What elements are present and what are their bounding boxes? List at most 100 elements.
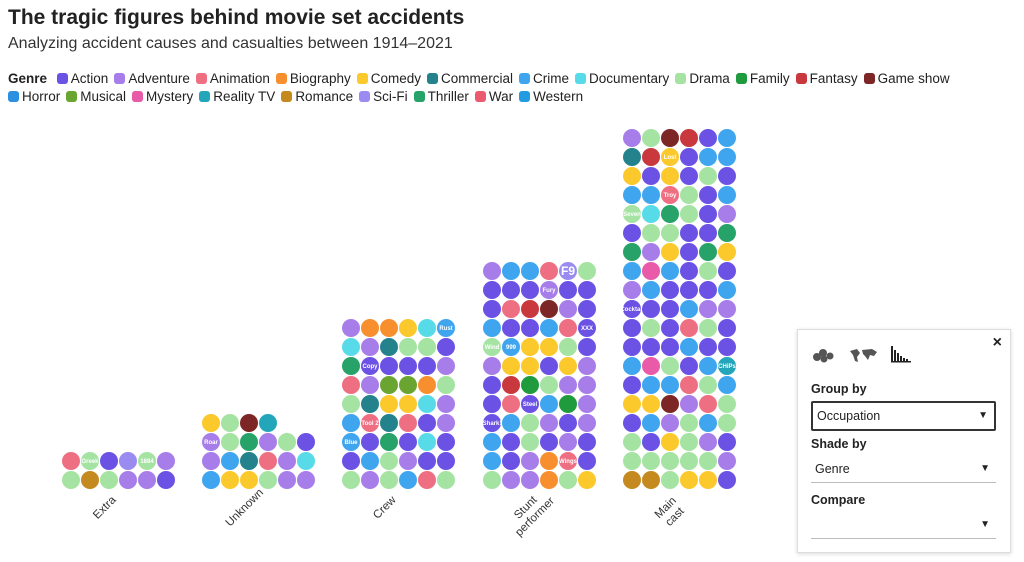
accident-dot[interactable]: [661, 186, 679, 204]
accident-dot[interactable]: [100, 471, 118, 489]
accident-dot[interactable]: [559, 262, 577, 280]
accident-dot[interactable]: [502, 300, 520, 318]
accident-dot[interactable]: [642, 376, 660, 394]
accident-dot[interactable]: [623, 338, 641, 356]
accident-dot[interactable]: [342, 319, 360, 337]
accident-dot[interactable]: [502, 433, 520, 451]
accident-dot[interactable]: [680, 300, 698, 318]
accident-dot[interactable]: [361, 452, 379, 470]
accident-dot[interactable]: [483, 319, 501, 337]
accident-dot[interactable]: [642, 433, 660, 451]
accident-dot[interactable]: [540, 300, 558, 318]
legend-item[interactable]: Western: [519, 88, 583, 106]
accident-dot[interactable]: [623, 300, 641, 318]
accident-dot[interactable]: [559, 395, 577, 413]
accident-dot[interactable]: [623, 262, 641, 280]
accident-dot[interactable]: [81, 452, 99, 470]
accident-dot[interactable]: [483, 300, 501, 318]
accident-dot[interactable]: [342, 395, 360, 413]
accident-dot[interactable]: [521, 395, 539, 413]
legend-item[interactable]: Reality TV: [199, 88, 275, 106]
accident-dot[interactable]: [259, 471, 277, 489]
accident-dot[interactable]: [437, 376, 455, 394]
accident-dot[interactable]: [559, 414, 577, 432]
legend-item[interactable]: Commercial: [427, 70, 513, 88]
accident-dot[interactable]: [399, 376, 417, 394]
accident-dot[interactable]: [718, 186, 736, 204]
accident-dot[interactable]: [642, 262, 660, 280]
accident-dot[interactable]: [259, 452, 277, 470]
accident-dot[interactable]: [578, 319, 596, 337]
accident-dot[interactable]: [661, 452, 679, 470]
legend-item[interactable]: Adventure: [114, 70, 190, 88]
accident-dot[interactable]: [642, 471, 660, 489]
accident-dot[interactable]: [221, 452, 239, 470]
accident-dot[interactable]: [540, 433, 558, 451]
accident-dot[interactable]: [483, 433, 501, 451]
accident-dot[interactable]: [680, 471, 698, 489]
accident-dot[interactable]: [578, 262, 596, 280]
accident-dot[interactable]: [361, 319, 379, 337]
accident-dot[interactable]: [418, 414, 436, 432]
accident-dot[interactable]: [202, 452, 220, 470]
accident-dot[interactable]: [502, 414, 520, 432]
accident-dot[interactable]: [361, 376, 379, 394]
accident-dot[interactable]: [642, 300, 660, 318]
accident-dot[interactable]: [521, 281, 539, 299]
accident-dot[interactable]: [559, 281, 577, 299]
accident-dot[interactable]: [81, 471, 99, 489]
accident-dot[interactable]: [718, 224, 736, 242]
accident-dot[interactable]: [623, 357, 641, 375]
accident-dot[interactable]: [718, 167, 736, 185]
accident-dot[interactable]: [718, 357, 736, 375]
accident-dot[interactable]: [559, 319, 577, 337]
accident-dot[interactable]: [623, 395, 641, 413]
accident-dot[interactable]: [240, 471, 258, 489]
accident-dot[interactable]: [718, 319, 736, 337]
accident-dot[interactable]: [399, 433, 417, 451]
accident-dot[interactable]: [718, 452, 736, 470]
accident-dot[interactable]: [661, 471, 679, 489]
legend-item[interactable]: Crime: [519, 70, 569, 88]
accident-dot[interactable]: [437, 395, 455, 413]
accident-dot[interactable]: [718, 262, 736, 280]
accident-dot[interactable]: [559, 300, 577, 318]
close-icon[interactable]: ×: [992, 334, 1002, 351]
accident-dot[interactable]: [642, 452, 660, 470]
accident-dot[interactable]: [138, 452, 156, 470]
accident-dot[interactable]: [342, 376, 360, 394]
legend-item[interactable]: Romance: [281, 88, 353, 106]
accident-dot[interactable]: [399, 414, 417, 432]
accident-dot[interactable]: [483, 471, 501, 489]
accident-dot[interactable]: [521, 433, 539, 451]
accident-dot[interactable]: [157, 452, 175, 470]
accident-dot[interactable]: [361, 414, 379, 432]
accident-dot[interactable]: [202, 433, 220, 451]
accident-dot[interactable]: [483, 414, 501, 432]
accident-dot[interactable]: [521, 300, 539, 318]
accident-dot[interactable]: [221, 414, 239, 432]
accident-dot[interactable]: [342, 433, 360, 451]
legend-item[interactable]: Musical: [66, 88, 126, 106]
accident-dot[interactable]: [642, 357, 660, 375]
accident-dot[interactable]: [540, 338, 558, 356]
accident-dot[interactable]: [578, 452, 596, 470]
accident-dot[interactable]: [718, 205, 736, 223]
accident-dot[interactable]: [221, 433, 239, 451]
accident-dot[interactable]: [699, 414, 717, 432]
accident-dot[interactable]: [718, 300, 736, 318]
accident-dot[interactable]: [540, 376, 558, 394]
accident-dot[interactable]: [699, 319, 717, 337]
legend-item[interactable]: Animation: [195, 70, 270, 88]
accident-dot[interactable]: [342, 452, 360, 470]
accident-dot[interactable]: [138, 471, 156, 489]
accident-dot[interactable]: [718, 281, 736, 299]
accident-dot[interactable]: [502, 338, 520, 356]
accident-dot[interactable]: [278, 433, 296, 451]
accident-dot[interactable]: [502, 395, 520, 413]
accident-dot[interactable]: [502, 319, 520, 337]
accident-dot[interactable]: [100, 452, 118, 470]
shade-by-select[interactable]: Genre ▼: [811, 456, 996, 483]
accident-dot[interactable]: [380, 338, 398, 356]
accident-dot[interactable]: [559, 452, 577, 470]
